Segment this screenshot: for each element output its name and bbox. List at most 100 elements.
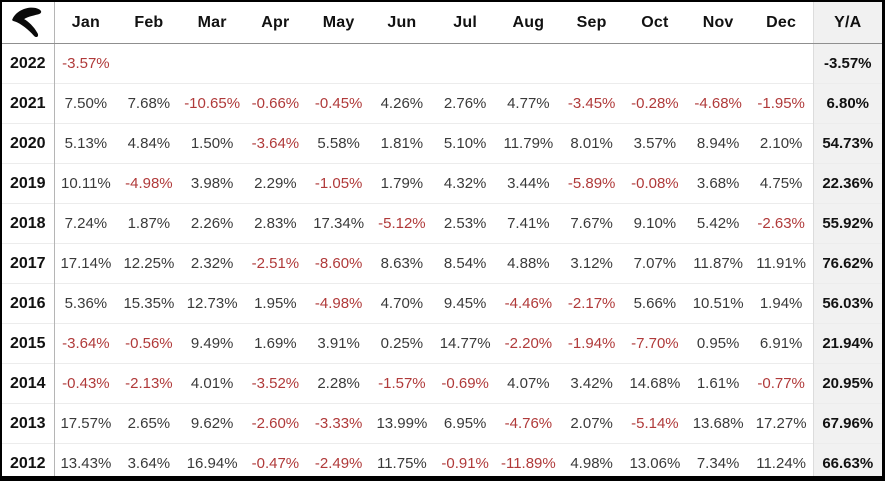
return-cell-2016-jun: 4.70%	[370, 283, 434, 324]
return-cell-2021-aug: 4.77%	[496, 83, 560, 124]
return-cell-2013-apr: -2.60%	[243, 403, 307, 444]
return-cell-2019-mar: 3.98%	[180, 163, 244, 204]
return-cell-2018-nov: 5.42%	[686, 203, 750, 244]
return-cell-2017-may: -8.60%	[307, 243, 371, 284]
return-cell-2019-sep: -5.89%	[560, 163, 624, 204]
return-cell-2020-oct: 3.57%	[623, 123, 687, 164]
return-cell-2018-dec: -2.63%	[749, 203, 813, 244]
return-cell-2014-apr: -3.52%	[243, 363, 307, 404]
return-cell-2016-dec: 1.94%	[749, 283, 813, 324]
return-cell-2015-sep: -1.94%	[560, 323, 624, 364]
return-cell-2015-apr: 1.69%	[243, 323, 307, 364]
return-cell-2019-jun: 1.79%	[370, 163, 434, 204]
year-row-2022: 2022 -3.57% -3.57%	[2, 43, 882, 84]
column-header-sep: Sep	[560, 2, 624, 44]
return-cell-2013-oct: -5.14%	[623, 403, 687, 444]
column-header-oct: Oct	[623, 2, 687, 44]
return-cell-2013-jan: 17.57%	[54, 403, 118, 444]
return-cell-2022-mar	[181, 44, 244, 84]
annual-total-2015: 21.94%	[812, 323, 882, 364]
return-cell-2014-nov: 1.61%	[686, 363, 750, 404]
return-cell-2019-feb: -4.98%	[117, 163, 181, 204]
return-cell-2014-sep: 3.42%	[560, 363, 624, 404]
return-cell-2019-may: -1.05%	[307, 163, 371, 204]
return-cell-2022-apr	[244, 44, 307, 84]
year-row-2013: 2013 17.57% 2.65% 9.62% -2.60% -3.33% 13.99% 6.…	[2, 403, 882, 444]
return-cell-2018-jun: -5.12%	[370, 203, 434, 244]
return-cell-2014-feb: -2.13%	[117, 363, 181, 404]
return-cell-2021-jan: 7.50%	[54, 83, 118, 124]
annual-total-2013: 67.96%	[812, 403, 882, 444]
return-cell-2016-jan: 5.36%	[54, 283, 118, 324]
return-cell-2020-may: 5.58%	[307, 123, 371, 164]
return-cell-2014-aug: 4.07%	[496, 363, 560, 404]
return-cell-2022-feb	[117, 44, 180, 84]
return-cell-2017-apr: -2.51%	[243, 243, 307, 284]
return-cell-2022-aug	[497, 44, 560, 84]
column-header-jan: Jan	[54, 2, 118, 44]
return-cell-2014-dec: -0.77%	[749, 363, 813, 404]
column-header-nov: Nov	[686, 2, 750, 44]
return-cell-2013-jun: 13.99%	[370, 403, 434, 444]
return-cell-2020-jul: 5.10%	[433, 123, 497, 164]
return-cell-2016-feb: 15.35%	[117, 283, 181, 324]
annual-total-2019: 22.36%	[812, 163, 882, 204]
return-cell-2022-jul	[434, 44, 497, 84]
return-cell-2021-jun: 4.26%	[370, 83, 434, 124]
return-cell-2018-may: 17.34%	[307, 203, 371, 244]
annual-total-2017: 76.62%	[812, 243, 882, 284]
return-cell-2018-mar: 2.26%	[180, 203, 244, 244]
year-label-2018: 2018	[2, 203, 55, 244]
year-row-2021: 2021 7.50% 7.68% -10.65% -0.66% -0.45% 4.26% 2.…	[2, 83, 882, 124]
column-header-mar: Mar	[180, 2, 244, 44]
return-cell-2021-feb: 7.68%	[117, 83, 181, 124]
return-cell-2020-jan: 5.13%	[54, 123, 118, 164]
annual-total-2022: -3.57%	[812, 43, 882, 84]
column-header-jul: Jul	[433, 2, 497, 44]
return-cell-2021-oct: -0.28%	[623, 83, 687, 124]
return-cell-2013-dec: 17.27%	[749, 403, 813, 444]
return-cell-2017-feb: 12.25%	[117, 243, 181, 284]
year-row-2016: 2016 5.36% 15.35% 12.73% 1.95% -4.98% 4.70% 9.4…	[2, 283, 882, 324]
year-label-2017: 2017	[2, 243, 55, 284]
return-cell-2017-oct: 7.07%	[623, 243, 687, 284]
return-cell-2018-sep: 7.67%	[560, 203, 624, 244]
year-label-2021: 2021	[2, 83, 55, 124]
return-cell-2022-nov	[687, 44, 750, 84]
return-cell-2018-aug: 7.41%	[496, 203, 560, 244]
return-cell-2013-sep: 2.07%	[560, 403, 624, 444]
return-cell-2012-aug: -11.89%	[496, 443, 560, 476]
return-cell-2014-may: 2.28%	[307, 363, 371, 404]
return-cell-2013-nov: 13.68%	[686, 403, 750, 444]
return-cell-2019-aug: 3.44%	[496, 163, 560, 204]
year-label-2015: 2015	[2, 323, 55, 364]
return-cell-2022-may	[307, 44, 370, 84]
column-header-feb: Feb	[117, 2, 181, 44]
annual-total-2016: 56.03%	[812, 283, 882, 324]
annual-total-2020: 54.73%	[812, 123, 882, 164]
column-header-dec: Dec	[749, 2, 813, 44]
year-label-2012: 2012	[2, 443, 55, 476]
year-row-2015: 2015 -3.64% -0.56% 9.49% 1.69% 3.91% 0.25% 14.7…	[2, 323, 882, 364]
return-cell-2018-jul: 2.53%	[433, 203, 497, 244]
return-cell-2017-sep: 3.12%	[560, 243, 624, 284]
return-cell-2020-sep: 8.01%	[560, 123, 624, 164]
return-cell-2012-feb: 3.64%	[117, 443, 181, 476]
year-label-2019: 2019	[2, 163, 55, 204]
return-cell-2021-jul: 2.76%	[433, 83, 497, 124]
return-cell-2016-sep: -2.17%	[560, 283, 624, 324]
return-cell-2014-jul: -0.69%	[433, 363, 497, 404]
return-cell-2019-jul: 4.32%	[433, 163, 497, 204]
return-cell-2016-nov: 10.51%	[686, 283, 750, 324]
year-row-2020: 2020 5.13% 4.84% 1.50% -3.64% 5.58% 1.81% 5.10%…	[2, 123, 882, 164]
return-cell-2012-jun: 11.75%	[370, 443, 434, 476]
return-cell-2019-nov: 3.68%	[686, 163, 750, 204]
return-cell-2019-dec: 4.75%	[749, 163, 813, 204]
return-cell-2017-dec: 11.91%	[749, 243, 813, 284]
return-cell-2013-may: -3.33%	[307, 403, 371, 444]
return-cell-2022-dec	[750, 44, 813, 84]
annual-total-2018: 55.92%	[812, 203, 882, 244]
return-cell-2020-feb: 4.84%	[117, 123, 181, 164]
